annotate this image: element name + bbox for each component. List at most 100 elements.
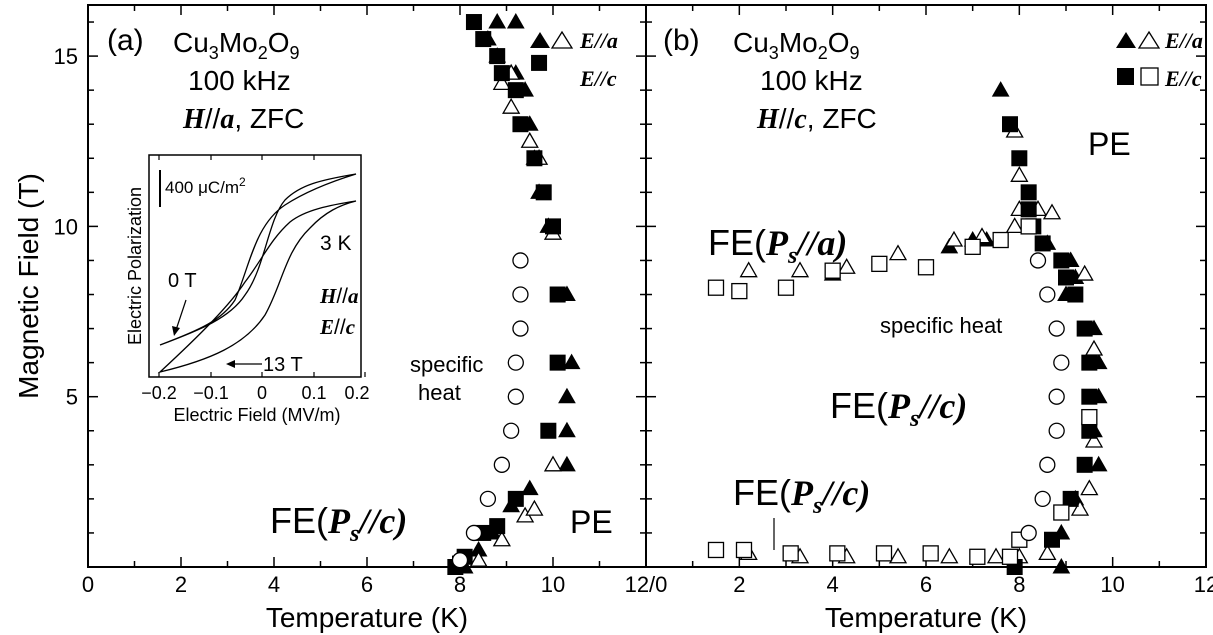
inset-temperature-label: 3 K xyxy=(320,232,352,255)
data-point-filled-square xyxy=(475,31,492,48)
x-tick-label: 12 xyxy=(1194,572,1213,597)
data-point-filled-square xyxy=(1011,150,1028,167)
legend-a-label-e-c: E//c xyxy=(579,66,617,91)
panel-b-markers xyxy=(707,81,1108,575)
y-tick-label: 5 xyxy=(66,385,78,410)
data-point-filled-square xyxy=(540,422,557,439)
data-point-filled-square xyxy=(1053,252,1070,269)
data-point-filled-square xyxy=(1067,286,1084,303)
panel-a-pe-label: PE xyxy=(570,504,613,540)
data-point-filled-triangle xyxy=(488,13,507,29)
data-point-filled-square xyxy=(1034,235,1051,252)
legend-a-filled-triangle xyxy=(530,32,550,48)
inset-arrow-0T xyxy=(175,299,187,331)
data-point-open-triangle xyxy=(1080,479,1099,496)
inset-x-axis-label: Electric Field (MV/m) xyxy=(173,405,340,425)
data-point-open-circle xyxy=(1039,286,1056,303)
panel-a-tick-labels: 0 2 4 6 8 10 12/0 5 10 15 xyxy=(54,44,668,597)
data-point-open-triangle xyxy=(837,257,856,274)
data-point-open-square xyxy=(922,545,939,562)
data-point-open-triangle xyxy=(469,550,488,567)
data-point-filled-square xyxy=(1058,269,1074,286)
data-point-filled-square xyxy=(1081,388,1098,405)
data-point-open-triangle xyxy=(492,74,511,90)
data-point-filled-square xyxy=(1020,184,1037,201)
panel-b-fe-a-label: FE(Ps//a) xyxy=(708,222,847,269)
data-point-filled-square xyxy=(549,354,566,371)
data-point-open-triangle xyxy=(1075,264,1094,281)
panel-a-specific-heat-label: specific xyxy=(410,352,483,377)
data-point-filled-triangle xyxy=(562,353,581,370)
panel-b-fe-c-low-label: FE(Ps//c) xyxy=(733,472,870,519)
legend-a-label-e-a: E//a xyxy=(579,28,618,53)
panel-b-pe-label: PE xyxy=(1088,126,1131,162)
data-point-open-triangle xyxy=(940,547,959,564)
data-point-open-triangle xyxy=(790,261,810,278)
data-point-open-square xyxy=(1001,548,1019,565)
data-point-filled-square xyxy=(1076,320,1093,337)
data-point-open-square xyxy=(707,279,725,296)
data-point-open-triangle xyxy=(492,530,511,547)
inset-hysteresis: −0.2 −0.1 0 0.1 0.2 Electric Field (MV/m… xyxy=(125,154,370,425)
data-point-open-square xyxy=(731,282,748,300)
data-point-open-square xyxy=(1020,218,1037,235)
data-point-open-circle xyxy=(1039,456,1056,473)
legend-b-open-triangle xyxy=(1137,30,1161,49)
inset-loop-13T xyxy=(157,200,357,374)
x-tick-label: 2 xyxy=(175,572,187,597)
data-point-open-triangle xyxy=(1084,431,1104,448)
data-point-filled-square xyxy=(1044,531,1060,548)
data-point-filled-triangle xyxy=(1052,557,1071,574)
data-point-open-triangle xyxy=(520,131,539,148)
data-point-open-square xyxy=(992,231,1009,249)
data-point-open-triangle xyxy=(1038,544,1057,561)
data-point-filled-square xyxy=(549,286,566,303)
panel-b-tick-labels: 2 4 6 8 10 12 xyxy=(733,572,1213,597)
legend-b-filled-triangle xyxy=(1116,32,1136,48)
panel-a-markers xyxy=(447,13,581,575)
inset-frame xyxy=(148,154,362,378)
data-point-open-triangle xyxy=(543,455,563,472)
data-point-filled-square xyxy=(1020,201,1037,218)
data-point-filled-square xyxy=(531,54,548,71)
y-tick-label: 15 xyxy=(54,44,78,69)
data-point-filled-triangle xyxy=(520,479,539,496)
data-point-open-square xyxy=(917,259,935,276)
data-point-filled-triangle xyxy=(558,455,576,472)
inset-loop-0T xyxy=(159,173,357,346)
data-point-filled-square xyxy=(535,184,552,201)
data-point-open-triangle xyxy=(1070,499,1090,516)
panel-b-x-axis-label: Temperature (K) xyxy=(825,602,1027,633)
data-point-open-circle xyxy=(1053,354,1070,371)
inset-xtick-label: 0.1 xyxy=(301,383,326,403)
data-point-filled-square xyxy=(1081,354,1098,371)
inset-xtick-label: −0.1 xyxy=(193,383,229,403)
x-tick-label: 0 xyxy=(82,572,94,597)
inset-field-direction: H//a xyxy=(319,284,359,308)
data-point-filled-triangle xyxy=(506,13,525,29)
data-point-open-circle xyxy=(1048,422,1065,439)
legend-b-label-e-a: E//a xyxy=(1164,28,1203,53)
data-point-filled-square xyxy=(507,82,524,99)
data-point-open-circle xyxy=(465,524,483,542)
inset-e-direction: E//c xyxy=(319,315,356,339)
data-point-open-square xyxy=(871,255,888,273)
data-point-filled-triangle xyxy=(558,387,576,404)
panel-a-specific-heat-label-2: heat xyxy=(418,380,461,405)
inset-label-0T: 0 T xyxy=(168,270,197,292)
data-point-filled-square xyxy=(1002,116,1018,133)
data-point-filled-square xyxy=(493,65,510,82)
data-point-open-circle xyxy=(493,456,511,473)
data-point-open-triangle xyxy=(1042,203,1062,220)
inset-y-axis-label: Electric Polarization xyxy=(125,187,145,345)
panel-a-frequency: 100 kHz xyxy=(188,65,291,96)
y-tick-label: 10 xyxy=(54,214,78,239)
data-point-open-square xyxy=(782,545,799,562)
data-point-open-square xyxy=(707,541,725,559)
x-tick-label: 8 xyxy=(1013,572,1025,597)
panel-a-compound: Cu3Mo2O9 xyxy=(173,27,300,63)
data-point-open-circle xyxy=(1020,524,1037,542)
data-point-open-circle xyxy=(1034,490,1051,508)
data-point-open-circle xyxy=(1048,320,1065,337)
